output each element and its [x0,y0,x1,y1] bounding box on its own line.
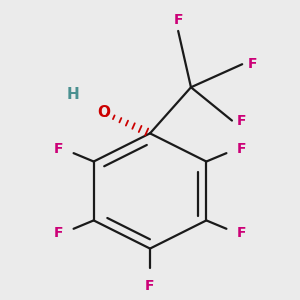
Text: F: F [237,142,247,156]
Text: F: F [173,13,183,27]
Text: F: F [53,142,63,156]
Text: H: H [67,88,80,103]
Text: F: F [247,57,257,71]
Text: F: F [237,226,247,240]
Text: O: O [98,105,110,120]
Text: F: F [53,226,63,240]
Text: F: F [237,114,247,128]
Text: F: F [145,279,155,293]
